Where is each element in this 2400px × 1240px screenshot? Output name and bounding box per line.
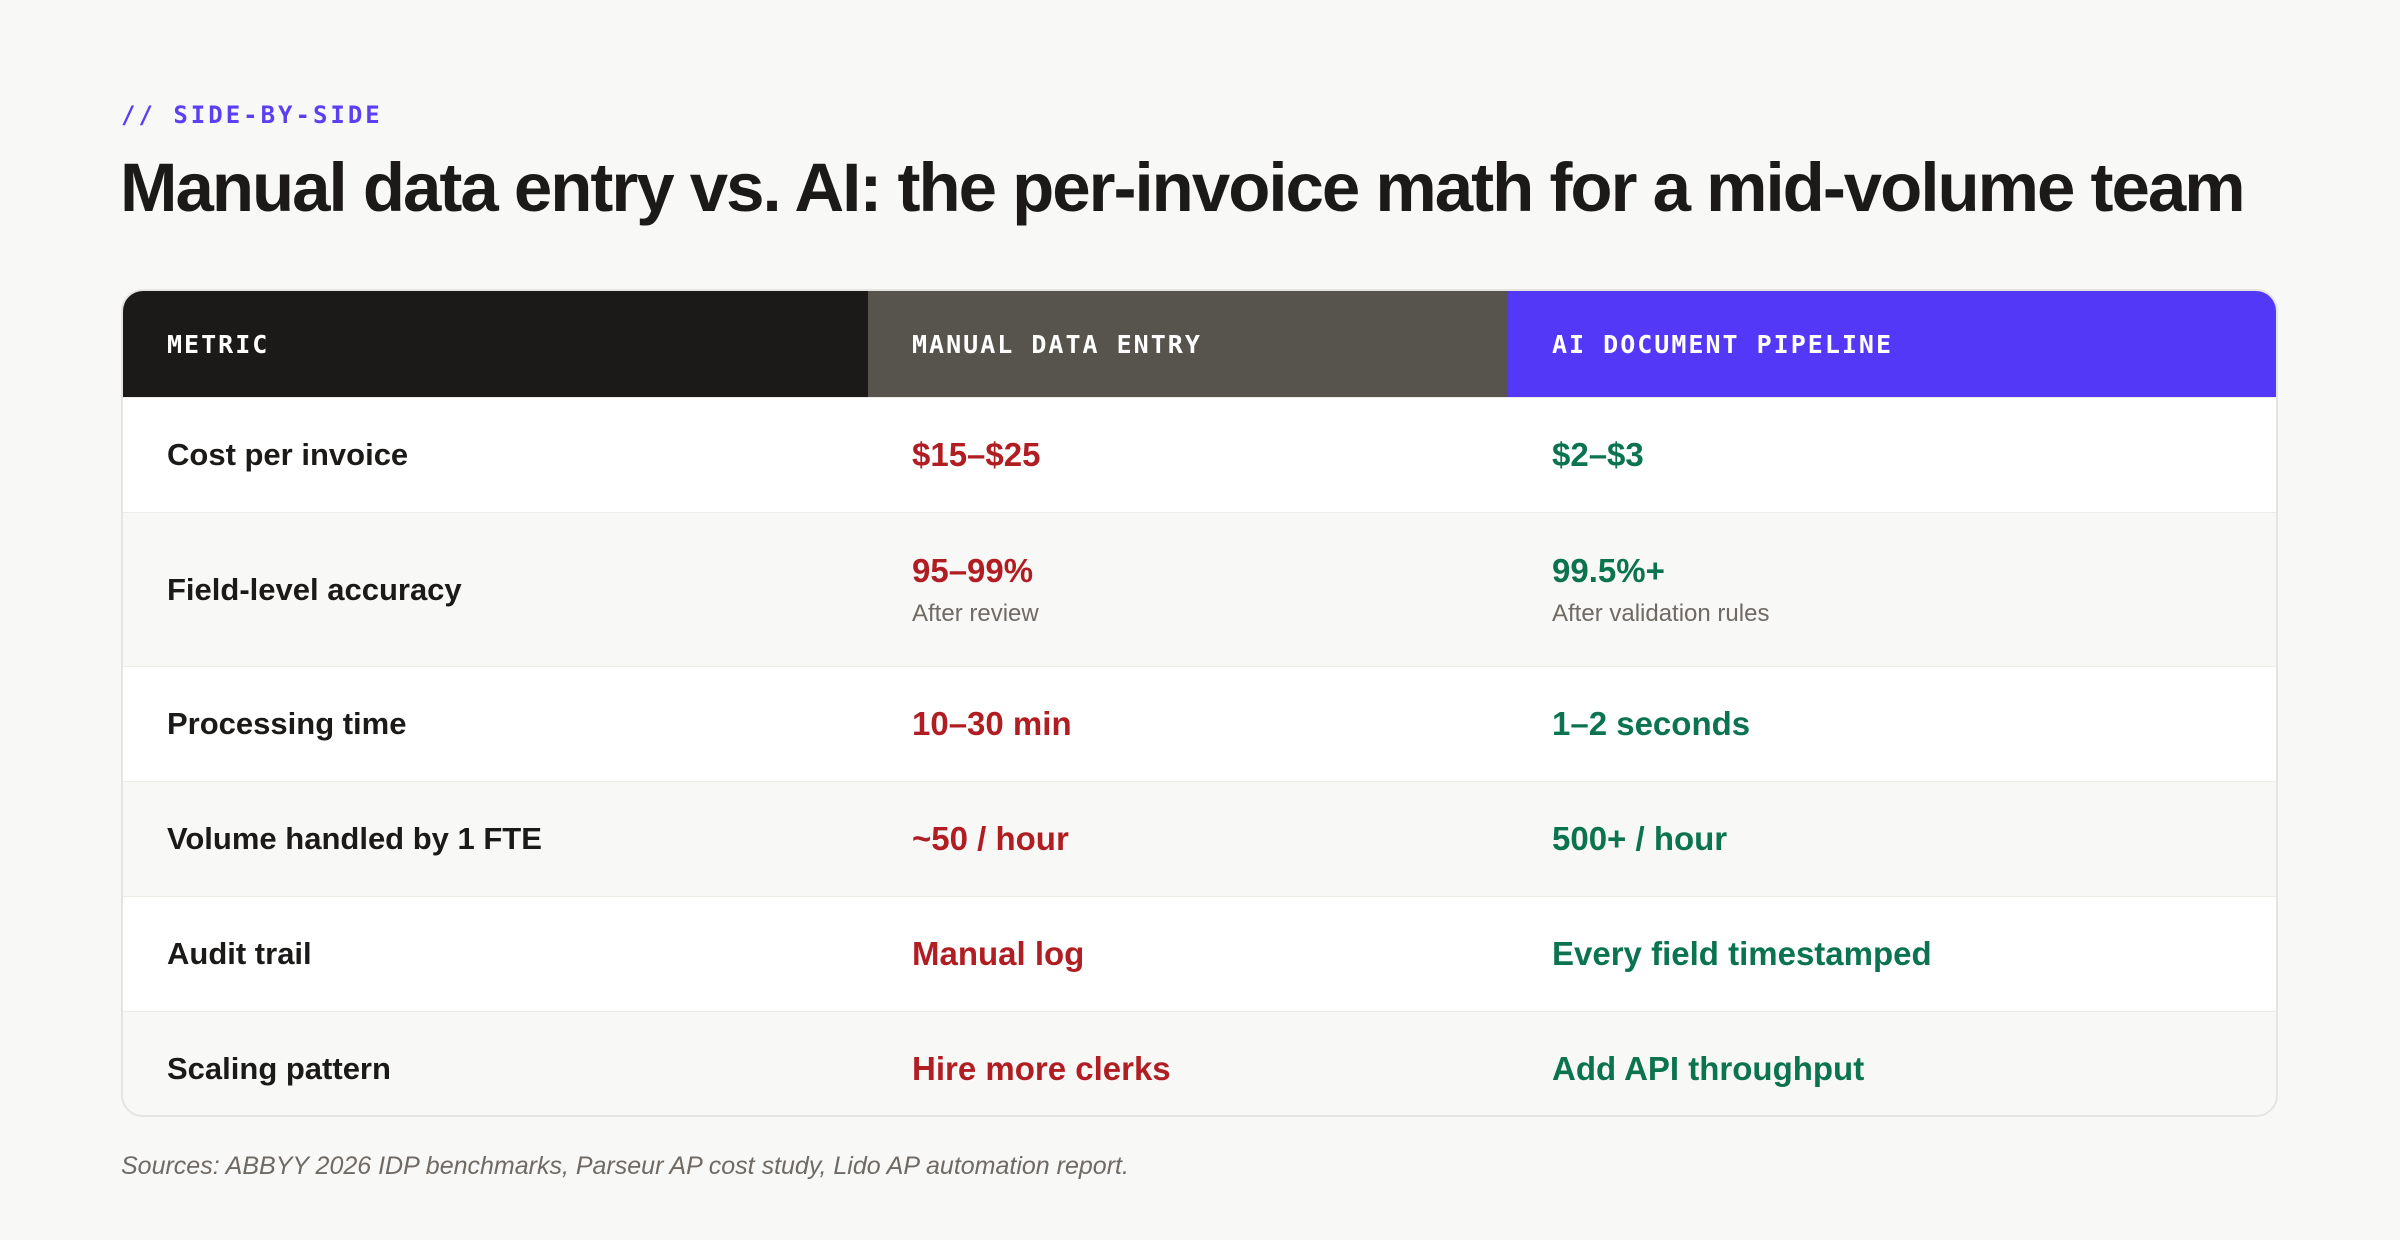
table-row: Field-level accuracy 95–99% After review…	[123, 512, 2276, 666]
manual-value: $15–$25	[912, 436, 1041, 473]
table-header-row: METRIC MANUAL DATA ENTRY AI DOCUMENT PIP…	[123, 291, 2276, 397]
sources-footnote: Sources: ABBYY 2026 IDP benchmarks, Pars…	[121, 1152, 1129, 1180]
section-eyebrow: // SIDE-BY-SIDE	[121, 101, 383, 129]
page-title: Manual data entry vs. AI: the per-invoic…	[120, 149, 2246, 226]
manual-value: ~50 / hour	[912, 820, 1069, 857]
ai-value: 99.5%+	[1552, 551, 1665, 589]
ai-note: After validation rules	[1552, 599, 1770, 627]
ai-value: 500+ / hour	[1552, 820, 1728, 857]
metric-label: Volume handled by 1 FTE	[167, 821, 542, 856]
ai-value: $2–$3	[1552, 436, 1644, 473]
metric-label: Cost per invoice	[167, 437, 409, 472]
ai-value: Add API throughput	[1552, 1049, 1865, 1087]
metric-label: Audit trail	[167, 936, 312, 971]
table-row: Scaling pattern Hire more clerks Add API…	[123, 1011, 2276, 1115]
table-row: Cost per invoice $15–$25 $2–$3	[123, 397, 2276, 512]
header-ai-document-pipeline: AI DOCUMENT PIPELINE	[1508, 291, 2276, 397]
header-metric: METRIC	[123, 291, 868, 397]
manual-value: 95–99%	[912, 551, 1034, 589]
header-manual-data-entry: MANUAL DATA ENTRY	[868, 291, 1508, 397]
table-row: Processing time 10–30 min 1–2 seconds	[123, 666, 2276, 781]
table-row: Volume handled by 1 FTE ~50 / hour 500+ …	[123, 781, 2276, 896]
ai-value: Every field timestamped	[1552, 935, 1932, 972]
manual-note: After review	[912, 599, 1039, 627]
ai-value: 1–2 seconds	[1552, 705, 1751, 742]
metric-label: Scaling pattern	[167, 1050, 391, 1086]
manual-value: 10–30 min	[912, 705, 1072, 742]
metric-label: Field-level accuracy	[167, 571, 462, 607]
table-row: Audit trail Manual log Every field times…	[123, 896, 2276, 1011]
manual-value: Manual log	[912, 935, 1085, 972]
metric-label: Processing time	[167, 706, 407, 741]
manual-value: Hire more clerks	[912, 1049, 1171, 1087]
comparison-table: METRIC MANUAL DATA ENTRY AI DOCUMENT PIP…	[121, 289, 2278, 1117]
